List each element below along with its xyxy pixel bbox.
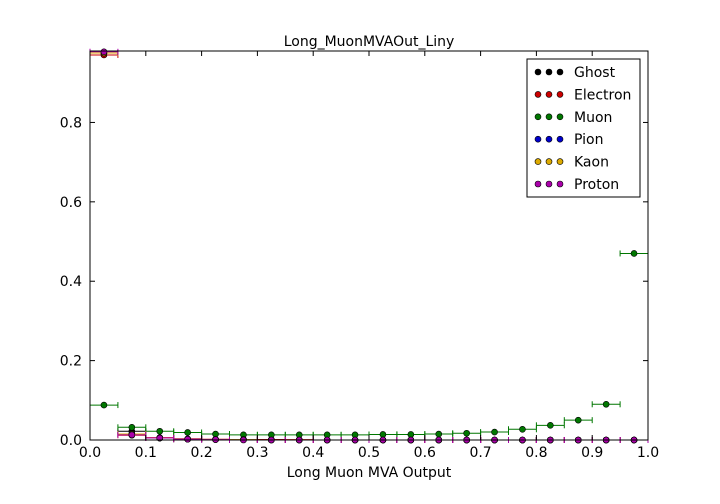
legend-marker: [556, 68, 564, 76]
legend-label: Muon: [574, 110, 612, 126]
legend-marker: [556, 180, 564, 188]
legend-marker: [556, 91, 564, 98]
legend-marker: [545, 158, 553, 165]
legend-marker: [556, 135, 564, 143]
data-point: [184, 429, 191, 436]
data-point: [156, 427, 164, 435]
x-tick-label: 0.7: [469, 445, 491, 461]
x-tick-label: 0.6: [414, 445, 436, 461]
data-point: [547, 422, 554, 429]
legend-label: Pion: [574, 132, 603, 148]
data-point: [630, 250, 638, 257]
data-point: [574, 416, 582, 424]
x-tick-label: 0.0: [79, 445, 101, 461]
legend-label: Proton: [574, 177, 619, 193]
data-point: [212, 430, 219, 438]
chart-title: Long_MuonMVAOut_Liny: [284, 34, 455, 50]
legend-marker: [556, 113, 564, 121]
x-axis-label: Long Muon MVA Output: [287, 465, 452, 481]
legend-marker: [534, 180, 542, 188]
legend-marker: [545, 68, 553, 76]
legend-marker: [545, 180, 553, 188]
legend-marker: [534, 113, 542, 121]
series-muon: [89, 250, 649, 439]
x-tick-label: 1.0: [637, 445, 659, 461]
axes: 0.0 0.1 0.2 0.3 0.4 0.5 0.6 0.7 0.8 0.9 1.0 0.0 0.2 0…: [60, 51, 659, 461]
x-tick-label: 0.5: [358, 445, 380, 461]
data-point: [435, 430, 443, 438]
legend-marker: [534, 91, 542, 98]
legend-marker: [534, 135, 542, 143]
legend-label: Electron: [574, 87, 631, 103]
data-point: [519, 425, 526, 433]
data-point: [100, 401, 108, 409]
x-tick-label: 0.1: [135, 445, 157, 461]
x-tick-label: 0.3: [246, 445, 268, 461]
x-tick-label: 0.8: [525, 445, 547, 461]
legend-label: Ghost: [574, 65, 616, 81]
data-point: [128, 423, 136, 431]
y-tick-label: 0.0: [60, 433, 82, 449]
y-tick-label: 0.2: [60, 354, 82, 370]
x-tick-label: 0.2: [190, 445, 212, 461]
data-point: [463, 429, 470, 437]
legend-label: Kaon: [574, 155, 609, 171]
legend-box: [526, 58, 641, 198]
legend-marker: [534, 158, 542, 165]
x-tick-label: 0.4: [302, 445, 324, 461]
legend: Ghost Electron Muon Pion Kaon Proton: [526, 58, 641, 198]
data-point: [407, 431, 415, 438]
data-point: [100, 48, 108, 56]
legend-marker: [545, 113, 553, 121]
legend-marker: [545, 91, 553, 98]
x-tick-label: 0.9: [581, 445, 603, 461]
y-tick-label: 0.4: [60, 274, 82, 290]
data-point: [602, 400, 610, 408]
data-point: [128, 431, 136, 439]
legend-marker: [534, 68, 542, 76]
data-point: [491, 428, 498, 436]
y-tick-label: 0.6: [60, 195, 82, 211]
legend-marker: [556, 158, 564, 165]
data-point: [184, 435, 191, 443]
y-tick-label: 0.8: [60, 115, 82, 131]
data-point: [379, 431, 387, 438]
legend-marker: [545, 135, 553, 143]
